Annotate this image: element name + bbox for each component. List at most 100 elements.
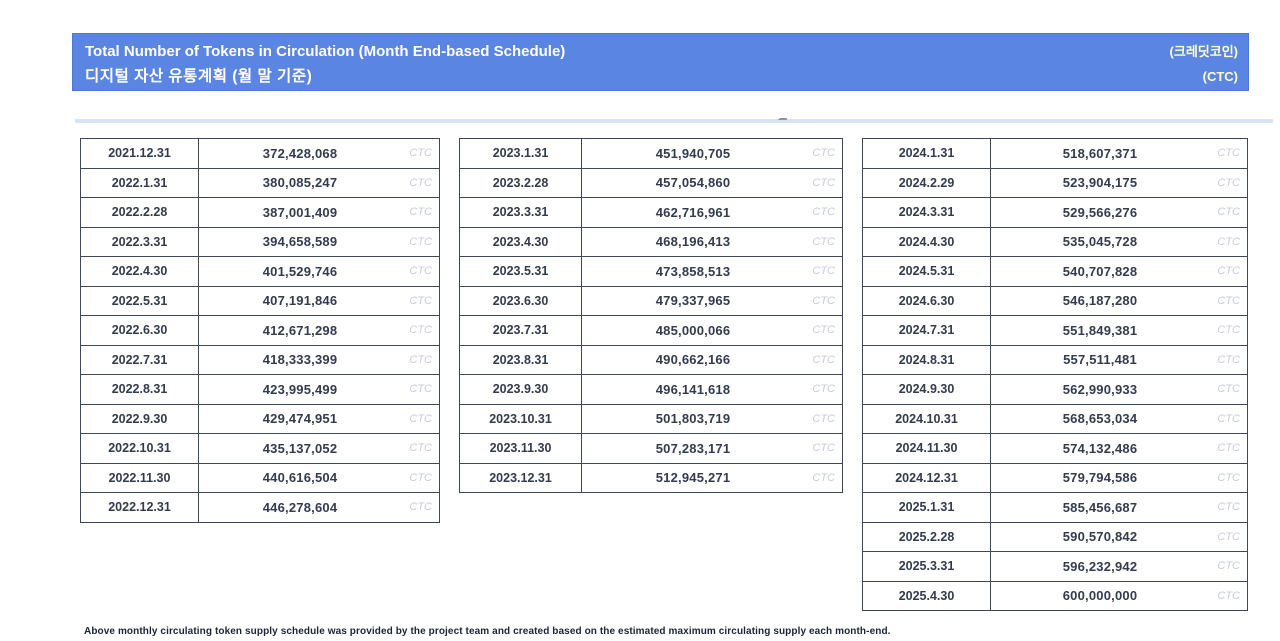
table-row: 2024.4.30 535,045,728 CTC [862, 226, 1248, 257]
value-cell: 557,511,481 CTC [991, 346, 1247, 375]
divider-handle-icon[interactable] [777, 118, 788, 122]
table-row: 2024.7.31 551,849,381 CTC [862, 315, 1248, 346]
unit-label: CTC [1217, 324, 1240, 337]
page-title-korean: 디지털 자산 유통계획 (월 말 기준) [85, 68, 313, 85]
unit-label: CTC [812, 412, 835, 425]
value-cell: 496,141,618 CTC [582, 375, 842, 404]
table-row: 2022.12.31 446,278,604 CTC [80, 492, 440, 523]
token-amount: 596,232,942 [1062, 558, 1138, 574]
date-cell: 2022.2.28 [81, 198, 199, 227]
unit-label: CTC [409, 324, 432, 337]
token-amount: 401,529,746 [262, 263, 338, 279]
date-cell: 2022.1.31 [81, 168, 199, 197]
table-row: 2022.7.31 418,333,399 CTC [80, 344, 440, 375]
unit-label: CTC [409, 265, 432, 278]
value-cell: 512,945,271 CTC [582, 464, 842, 493]
date-cell: 2022.5.31 [81, 286, 199, 315]
banner-unit-labels: (크레딧코인) (CTC) [1170, 39, 1238, 86]
date-cell: 2023.7.31 [460, 316, 582, 345]
token-amount: 523,904,175 [1062, 175, 1138, 191]
value-cell: 529,566,276 CTC [991, 198, 1247, 227]
token-amount: 600,000,000 [1062, 588, 1138, 604]
table-row: 2022.5.31 407,191,846 CTC [80, 285, 440, 316]
token-amount: 518,607,371 [1062, 145, 1138, 161]
token-amount: 585,456,687 [1062, 499, 1138, 515]
table-row: 2024.12.31 579,794,586 CTC [862, 462, 1248, 493]
unit-label: CTC [812, 235, 835, 248]
table-row: 2024.3.31 529,566,276 CTC [862, 197, 1248, 228]
value-cell: 540,707,828 CTC [991, 257, 1247, 286]
date-cell: 2024.11.30 [863, 434, 991, 463]
token-amount: 574,132,486 [1062, 440, 1138, 456]
unit-label: CTC [1217, 412, 1240, 425]
token-amount: 457,054,860 [655, 175, 731, 191]
date-cell: 2022.6.30 [81, 316, 199, 345]
date-cell: 2023.3.31 [460, 198, 582, 227]
unit-label: CTC [1217, 176, 1240, 189]
table-row: 2023.7.31 485,000,066 CTC [459, 315, 843, 346]
table-row: 2023.10.31 501,803,719 CTC [459, 403, 843, 434]
token-amount: 423,995,499 [262, 381, 338, 397]
table-row: 2025.1.31 585,456,687 CTC [862, 492, 1248, 523]
value-cell: 562,990,933 CTC [991, 375, 1247, 404]
table-row: 2024.2.29 523,904,175 CTC [862, 167, 1248, 198]
table-row: 2024.8.31 557,511,481 CTC [862, 344, 1248, 375]
date-cell: 2022.12.31 [81, 493, 199, 522]
unit-label: CTC [409, 294, 432, 307]
date-cell: 2023.6.30 [460, 286, 582, 315]
date-cell: 2024.4.30 [863, 227, 991, 256]
date-cell: 2024.3.31 [863, 198, 991, 227]
value-cell: 535,045,728 CTC [991, 228, 1247, 257]
date-cell: 2022.8.31 [81, 375, 199, 404]
unit-label: CTC [1217, 147, 1240, 160]
table-row: 2022.10.31 435,137,052 CTC [80, 433, 440, 464]
unit-label: CTC [812, 265, 835, 278]
table-row: 2024.6.30 546,187,280 CTC [862, 285, 1248, 316]
value-cell: 485,000,066 CTC [582, 316, 842, 345]
unit-label: CTC [409, 383, 432, 396]
table-row: 2024.1.31 518,607,371 CTC [862, 138, 1248, 169]
unit-label: CTC [1217, 383, 1240, 396]
unit-label: CTC [1217, 294, 1240, 307]
date-cell: 2023.12.31 [460, 463, 582, 492]
date-cell: 2025.4.30 [863, 581, 991, 610]
page-title: Total Number of Tokens in Circulation (M… [85, 43, 566, 60]
unit-label: CTC [812, 383, 835, 396]
date-cell: 2024.5.31 [863, 257, 991, 286]
table-row: 2024.5.31 540,707,828 CTC [862, 256, 1248, 287]
unit-label: CTC [812, 206, 835, 219]
token-amount: 512,945,271 [655, 470, 731, 486]
unit-label: CTC [812, 353, 835, 366]
token-amount: 490,662,166 [655, 352, 731, 368]
unit-label: CTC [409, 147, 432, 160]
table-row: 2025.4.30 600,000,000 CTC [862, 580, 1248, 611]
table-row: 2023.8.31 490,662,166 CTC [459, 344, 843, 375]
token-amount: 479,337,965 [655, 293, 731, 309]
token-amount: 590,570,842 [1062, 529, 1138, 545]
unit-label: CTC [409, 501, 432, 514]
token-amount: 429,474,951 [262, 411, 338, 427]
collapsed-row-divider[interactable] [75, 118, 1273, 123]
date-cell: 2022.4.30 [81, 257, 199, 286]
unit-label: CTC [1217, 353, 1240, 366]
unit-label: CTC [409, 353, 432, 366]
date-cell: 2022.10.31 [81, 434, 199, 463]
footnote: Above monthly circulating token supply s… [84, 626, 891, 637]
schedule-table-2: 2023.1.31 451,940,705 CTC 2023.2.28 457,054,… [459, 138, 843, 493]
unit-label: CTC [1217, 589, 1240, 602]
unit-label: CTC [812, 442, 835, 455]
unit-label: CTC [812, 294, 835, 307]
unit-label: CTC [812, 471, 835, 484]
unit-label: CTC [812, 147, 835, 160]
value-cell: 518,607,371 CTC [991, 139, 1247, 168]
token-amount: 387,001,409 [262, 204, 338, 220]
coin-ticker: (CTC) [1202, 69, 1238, 84]
date-cell: 2022.11.30 [81, 463, 199, 492]
date-cell: 2024.10.31 [863, 404, 991, 433]
token-amount: 557,511,481 [1063, 352, 1137, 368]
table-row: 2021.12.31 372,428,068 CTC [80, 138, 440, 169]
unit-label: CTC [1217, 471, 1240, 484]
value-cell: 407,191,846 CTC [199, 287, 439, 316]
token-amount: 501,803,719 [655, 411, 731, 427]
